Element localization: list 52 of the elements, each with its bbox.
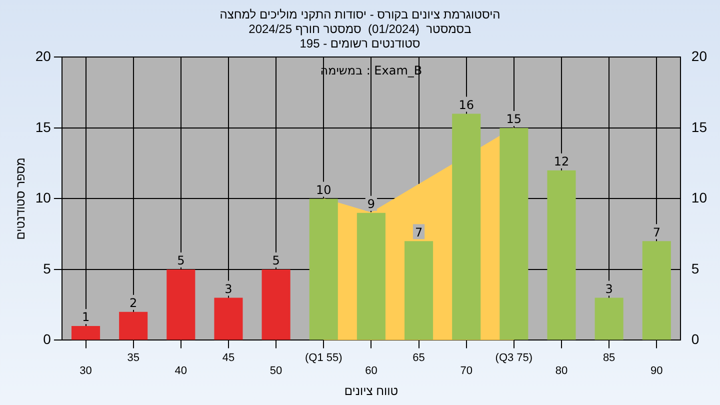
data-label: 10 xyxy=(316,182,332,197)
bar xyxy=(119,312,148,340)
x-tick-label: 70 xyxy=(460,365,472,378)
data-label: 5 xyxy=(177,254,185,268)
x-tick-label: 60 xyxy=(365,365,378,378)
bar xyxy=(71,326,100,340)
data-label: 12 xyxy=(554,154,570,169)
x-tick-label: 90 xyxy=(650,365,663,378)
x-tick-label: (Q1 55) xyxy=(304,352,342,364)
bar xyxy=(547,170,576,340)
x-tick-label: 80 xyxy=(555,365,568,378)
data-label: 15 xyxy=(506,112,522,126)
data-label: 2 xyxy=(130,296,138,310)
y2-tick-label: 0 xyxy=(691,331,700,348)
y2-tick-label: 10 xyxy=(691,190,708,206)
x-tick-label: (Q3 75) xyxy=(495,352,533,364)
x-tick-label: 50 xyxy=(270,365,282,378)
bar xyxy=(214,298,243,340)
data-label: 7 xyxy=(652,225,660,240)
bar xyxy=(500,128,528,340)
data-label: 5 xyxy=(272,254,280,268)
x-axis-title: טווח ציונים xyxy=(344,384,398,398)
x-tick-label: 35 xyxy=(127,352,140,364)
bar xyxy=(166,269,196,340)
y-tick-label: 20 xyxy=(35,48,52,64)
chart-title: היסטוגרמת ציונים בקורס - יסודות התקני מוליכים למחצה בסמסטר (01/2024) סמסטר חורף 2024/25 סטודנטים רשומים - 195 xyxy=(220,8,500,50)
data-label: 3 xyxy=(605,282,613,296)
y2-tick-label: 20 xyxy=(691,48,708,64)
data-label: 7 xyxy=(414,225,423,240)
y-axis-title: מספר סטודנטים xyxy=(14,158,28,240)
data-label: 1 xyxy=(82,310,90,324)
data-label: 9 xyxy=(367,196,376,211)
bar xyxy=(356,212,386,340)
bar xyxy=(452,114,481,340)
x-tick-label: 65 xyxy=(412,352,425,364)
bar xyxy=(404,241,434,340)
x-tick-label: 30 xyxy=(80,365,92,378)
x-tick-label: 45 xyxy=(222,352,235,364)
bar xyxy=(309,198,338,340)
y2-tick-label: 5 xyxy=(691,260,700,276)
bar xyxy=(594,298,624,340)
y2-tick-label: 15 xyxy=(691,118,708,135)
bar xyxy=(262,269,290,340)
y-tick-label: 15 xyxy=(35,118,52,135)
x-tick-label: 40 xyxy=(174,365,188,378)
data-label: 16 xyxy=(458,98,474,112)
bar xyxy=(642,241,671,340)
y-tick-label: 10 xyxy=(35,190,52,206)
data-label: 3 xyxy=(224,282,232,296)
y-tick-label: 0 xyxy=(43,331,52,348)
y-tick-label: 5 xyxy=(43,260,52,276)
x-tick-label: 85 xyxy=(602,352,616,364)
